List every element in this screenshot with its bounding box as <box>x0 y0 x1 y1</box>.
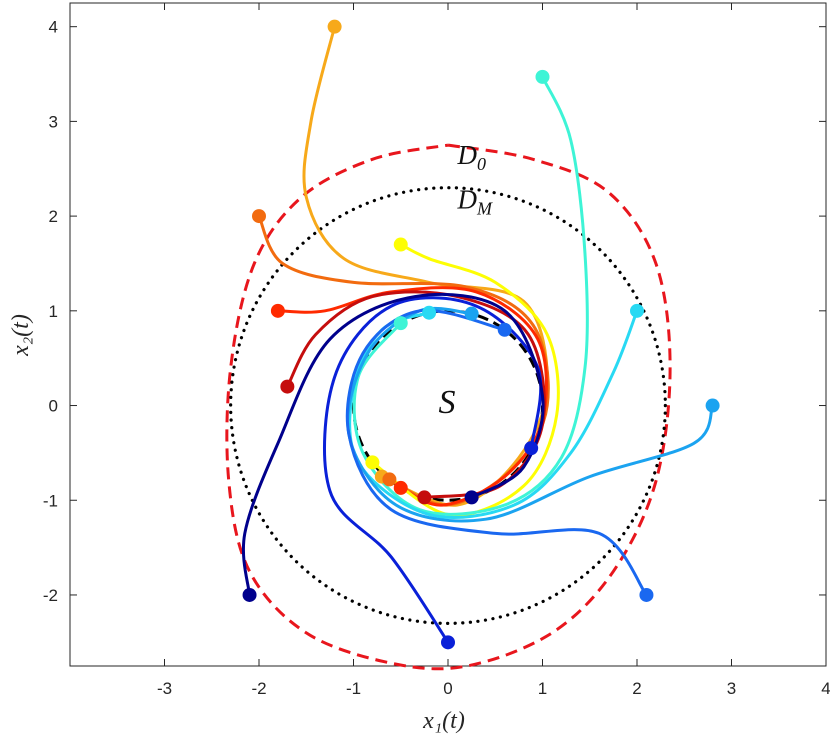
trajectory-4-end-marker <box>417 490 432 505</box>
x-tick-label: 1 <box>538 679 547 698</box>
trajectory-9-end-marker <box>497 322 512 337</box>
trajectory-1-start-marker <box>327 19 342 34</box>
trajectory-3-start-marker <box>270 303 285 318</box>
trajectory-8-end-marker <box>464 306 479 321</box>
x-tick-label: 4 <box>821 679 830 698</box>
trajectory-11 <box>241 292 545 597</box>
trajectory-5-start-marker <box>393 237 408 252</box>
x-ticks: -3 -2 -1 0 1 2 3 4 <box>157 3 830 698</box>
trajectory-6-end-marker <box>393 316 408 331</box>
markers-layer <box>242 19 720 650</box>
y-tick-label: -1 <box>43 491 58 510</box>
trajectory-6-start-marker <box>535 69 550 84</box>
trajectory-7 <box>348 309 639 520</box>
region-dm-boundary <box>229 186 667 625</box>
trajectory-8-start-marker <box>705 398 720 413</box>
y-tick-label: 1 <box>49 302 58 321</box>
y-ticks: -2 -1 0 1 2 3 4 <box>43 18 826 605</box>
y-tick-label: -2 <box>43 586 58 605</box>
trajectory-11-end-marker <box>464 490 479 505</box>
y-tick-label: 4 <box>49 18 58 37</box>
x-tick-label: 0 <box>443 679 452 698</box>
x-tick-label: 2 <box>632 679 641 698</box>
y-tick-label: 2 <box>49 207 58 226</box>
x-tick-label: -3 <box>157 679 172 698</box>
trajectory-2-end-marker <box>382 472 397 487</box>
y-axis-label: x₂(t) <box>8 314 34 357</box>
trajectory-4-start-marker <box>280 379 295 394</box>
trajectory-7-start-marker <box>630 303 644 318</box>
y-tick-label: 0 <box>49 397 58 416</box>
trajectory-9 <box>345 308 648 597</box>
x-tick-label: -2 <box>251 679 266 698</box>
trajectory-7-end-marker <box>422 305 437 320</box>
trajectory-10-start-marker <box>441 635 455 650</box>
trajectory-6 <box>352 75 589 516</box>
trajectory-11-start-marker <box>242 587 257 602</box>
x-axis-label: x₁(t) <box>422 708 465 734</box>
trajectory-8 <box>346 306 715 523</box>
trajectory-9-start-marker <box>639 587 654 602</box>
x-tick-label: -1 <box>346 679 361 698</box>
trajectory-10-end-marker <box>524 441 539 456</box>
y-tick-label: 3 <box>49 112 58 131</box>
region-d0-boundary <box>225 143 672 671</box>
trajectory-3-end-marker <box>393 480 408 495</box>
trajectory-5-end-marker <box>365 455 380 470</box>
annotation-s: S <box>439 384 456 421</box>
trajectory-2-start-marker <box>252 209 266 224</box>
axes-box <box>69 2 827 667</box>
x-tick-label: 3 <box>727 679 736 698</box>
